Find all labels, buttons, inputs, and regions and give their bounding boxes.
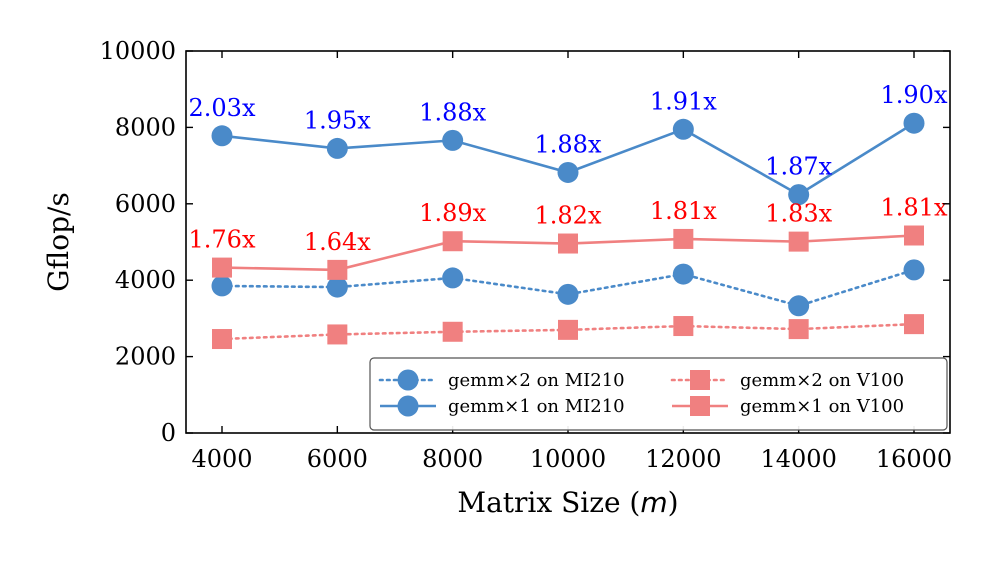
y-tick-label: 4000 — [115, 266, 176, 294]
y-tick-label: 2000 — [115, 343, 176, 371]
point-gemmx1-on-v100 — [558, 233, 578, 254]
legend-marker-gemmx2-on-v100 — [690, 370, 710, 390]
y-tick-label: 10000 — [100, 37, 176, 65]
legend-marker-gemmx1-on-v100 — [690, 396, 710, 416]
legend-item-gemmx1-on-v100: gemm×1 on V100 — [672, 396, 904, 417]
x-tick-label: 10000 — [530, 445, 606, 473]
legend-item-gemmx2-on-mi210: gemm×2 on MI210 — [378, 369, 625, 391]
point-gemmx2-on-mi210 — [211, 275, 233, 297]
speedup-label: 1.76x — [189, 226, 256, 254]
speedup-label: 1.95x — [304, 106, 371, 134]
point-gemmx2-on-mi210 — [788, 295, 810, 317]
point-gemmx1-on-v100 — [212, 257, 232, 278]
point-gemmx1-on-v100 — [327, 259, 348, 280]
speedup-label: 1.91x — [650, 87, 717, 115]
point-gemmx1-on-mi210 — [557, 161, 579, 183]
speedup-label: 1.82x — [535, 202, 602, 230]
point-gemmx1-on-v100 — [904, 225, 924, 246]
x-tick-label: 4000 — [191, 445, 252, 473]
point-gemmx2-on-v100 — [673, 316, 694, 337]
point-gemmx2-on-mi210 — [442, 267, 464, 289]
legend-label-gemmx1-on-v100: gemm×1 on V100 — [740, 396, 904, 417]
point-gemmx1-on-mi210 — [788, 184, 810, 206]
point-gemmx1-on-v100 — [788, 231, 809, 252]
series-gemmx2-on-v100 — [212, 314, 924, 350]
point-gemmx2-on-v100 — [904, 314, 924, 335]
legend-label-gemmx1-on-mi210: gemm×1 on MI210 — [448, 396, 625, 417]
speedup-label: 1.89x — [419, 199, 486, 227]
series-gemmx2-on-mi210 — [211, 259, 925, 317]
series-gemmx1-on-v100 — [212, 225, 924, 280]
legend-label-gemmx2-on-mi210: gemm×2 on MI210 — [448, 370, 625, 391]
x-axis-title-variable: m — [640, 486, 667, 519]
x-axis-title-text: Matrix Size ( — [457, 486, 640, 519]
legend-item-gemmx1-on-mi210: gemm×1 on MI210 — [380, 395, 625, 417]
point-gemmx2-on-v100 — [327, 324, 348, 345]
speedup-label: 1.64x — [304, 228, 371, 256]
point-gemmx1-on-v100 — [442, 231, 463, 252]
point-gemmx2-on-mi210 — [557, 283, 579, 305]
point-gemmx1-on-mi210 — [442, 129, 464, 151]
point-gemmx2-on-mi210 — [326, 276, 348, 298]
point-gemmx1-on-mi210 — [672, 118, 694, 140]
speedup-label: 1.88x — [535, 130, 602, 158]
point-gemmx1-on-mi210 — [211, 125, 233, 147]
speedup-label: 1.88x — [419, 98, 486, 126]
point-gemmx2-on-v100 — [558, 319, 578, 340]
speedup-label: 2.03x — [189, 94, 256, 122]
series-gemmx1-on-mi210 — [211, 112, 925, 206]
legend-item-gemmx2-on-v100: gemm×2 on V100 — [670, 370, 904, 391]
y-tick-label: 8000 — [115, 113, 176, 141]
point-gemmx1-on-mi210 — [326, 137, 348, 159]
point-gemmx1-on-mi210 — [903, 112, 925, 134]
y-tick-label: 6000 — [115, 190, 176, 218]
legend-label-gemmx2-on-v100: gemm×2 on V100 — [740, 370, 904, 391]
point-gemmx2-on-mi210 — [903, 259, 925, 281]
point-gemmx2-on-v100 — [442, 321, 463, 342]
speedup-label: 1.90x — [881, 81, 948, 109]
x-axis-title: Matrix Size (m) — [457, 486, 678, 519]
legend-box — [369, 357, 948, 431]
x-tick-label: 6000 — [307, 445, 368, 473]
speedup-label: 1.81x — [881, 194, 948, 222]
point-gemmx1-on-v100 — [673, 228, 694, 249]
point-gemmx2-on-v100 — [212, 329, 232, 350]
y-tick-label: 0 — [161, 419, 176, 447]
speedup-label: 1.81x — [650, 197, 717, 225]
x-axis-title-close: ) — [668, 486, 679, 519]
y-axis-title: Gflop/s — [42, 192, 75, 292]
speedup-label: 1.87x — [765, 153, 832, 181]
speedup-label: 1.83x — [765, 200, 832, 228]
x-tick-label: 12000 — [645, 445, 721, 473]
legend-marker-gemmx1-on-mi210 — [397, 395, 419, 417]
legend-marker-gemmx2-on-mi210 — [397, 369, 419, 391]
x-tick-label: 16000 — [876, 445, 952, 473]
point-gemmx2-on-v100 — [788, 319, 809, 340]
x-tick-label: 8000 — [422, 445, 483, 473]
point-gemmx2-on-mi210 — [672, 263, 694, 285]
x-tick-label: 14000 — [760, 445, 836, 473]
